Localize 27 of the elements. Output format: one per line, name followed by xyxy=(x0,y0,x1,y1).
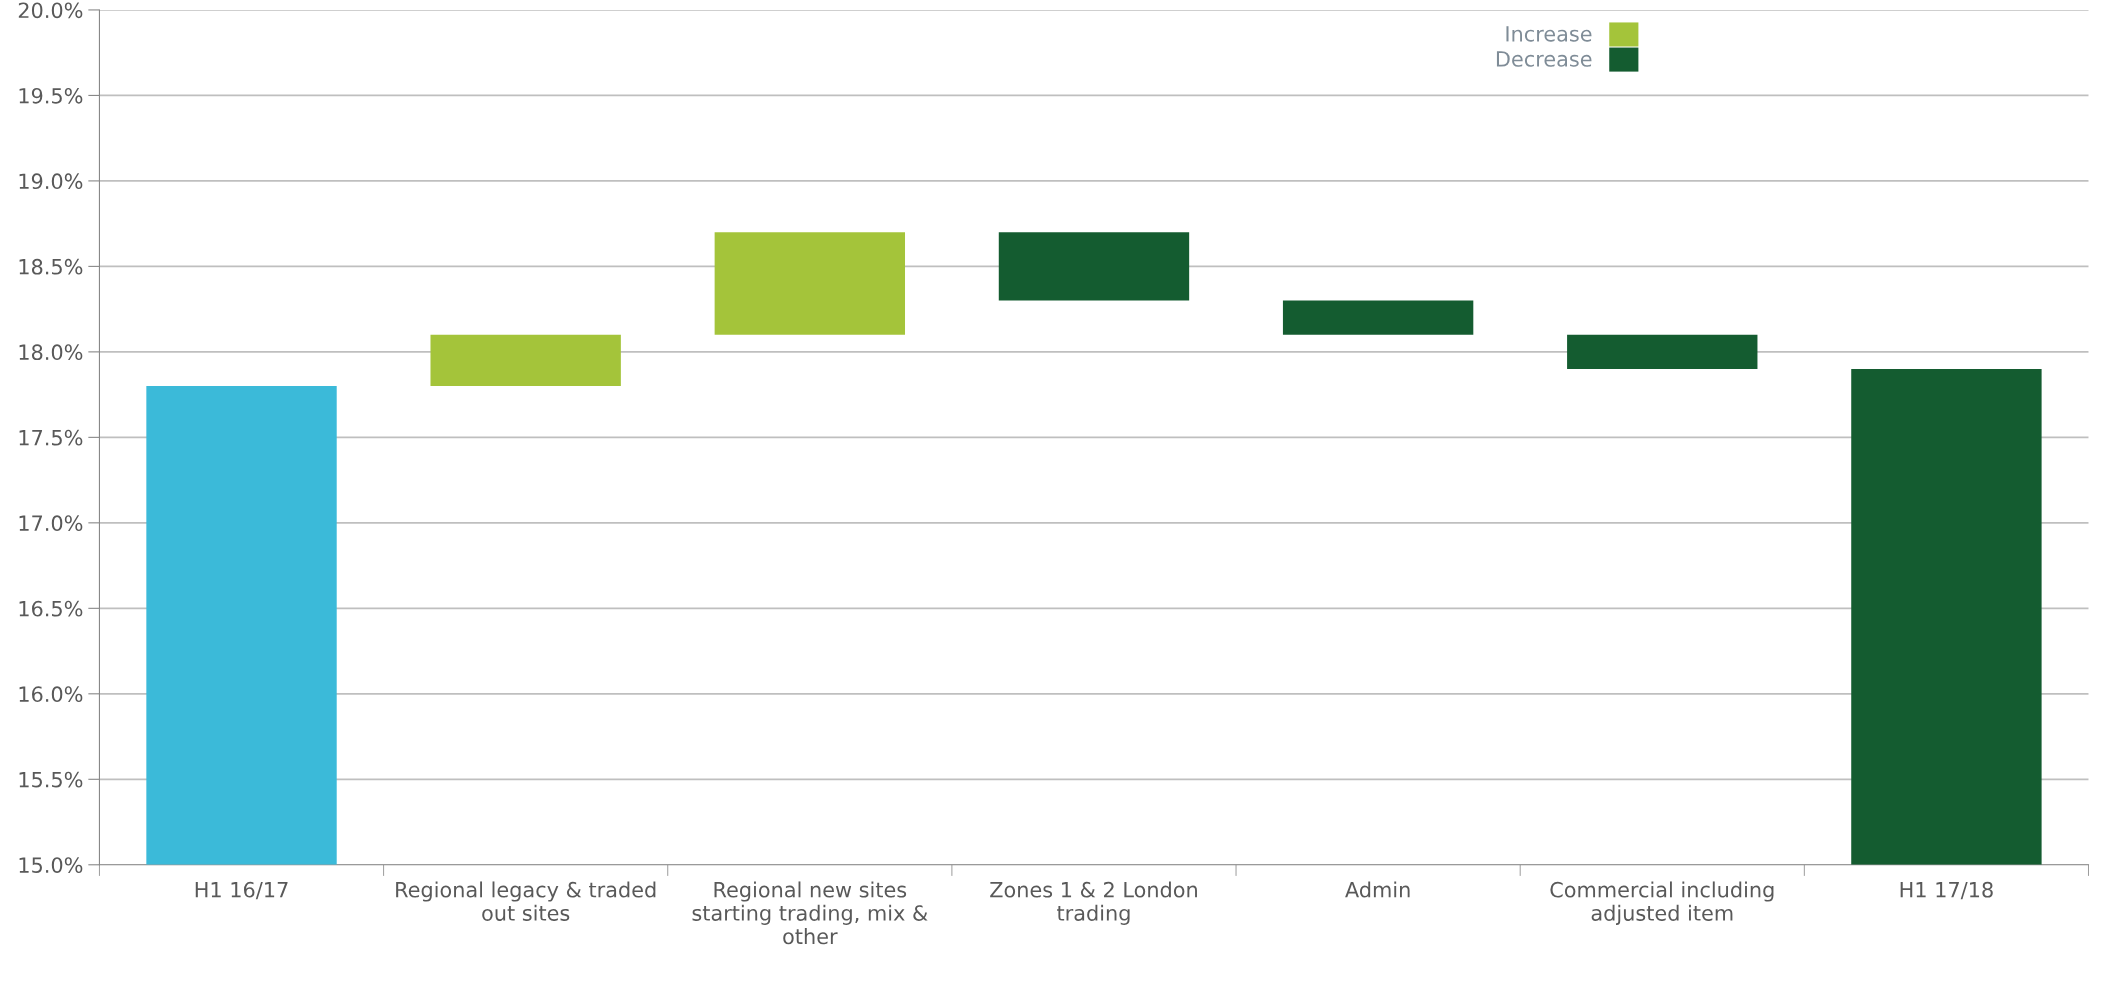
bar xyxy=(1567,334,1758,369)
x-tick-label: H1 17/18 xyxy=(1900,881,1993,900)
y-tick-label: 17.5% xyxy=(19,429,83,446)
y-tick-label: 18.0% xyxy=(19,344,83,361)
x-tick-label: Zones 1 & 2 London trading xyxy=(990,881,1197,925)
y-tick-label: 16.5% xyxy=(19,600,83,617)
y-tick-label: 20.0% xyxy=(18,2,83,19)
bar xyxy=(1282,300,1474,335)
legend-label: Decrease xyxy=(1496,51,1592,67)
x-tick-label: Regional legacy & traded out sites xyxy=(396,881,656,921)
y-tick-label: 19.5% xyxy=(19,87,83,104)
bar xyxy=(430,334,621,387)
bar xyxy=(146,386,337,865)
y-tick-label: 17.0% xyxy=(19,515,83,532)
y-tick-label: 15.0% xyxy=(19,857,83,873)
y-tick-label: 15.5% xyxy=(19,771,83,788)
y-tick-label: 16.0% xyxy=(19,686,83,703)
x-tick-label: Admin xyxy=(1345,881,1410,898)
bar xyxy=(998,232,1190,301)
x-tick-label: Regional new sites starting trading, mix & other xyxy=(692,881,928,945)
x-tick-label: Commercial including adjusted item xyxy=(1550,881,1774,925)
bar xyxy=(1851,368,2042,865)
y-tick-label: 19.0% xyxy=(19,173,83,190)
legend-label: Increase xyxy=(1506,26,1592,42)
bar xyxy=(714,232,906,335)
y-tick-label: 18.5% xyxy=(19,258,83,275)
x-tick-label: H1 16/17 xyxy=(195,881,288,900)
